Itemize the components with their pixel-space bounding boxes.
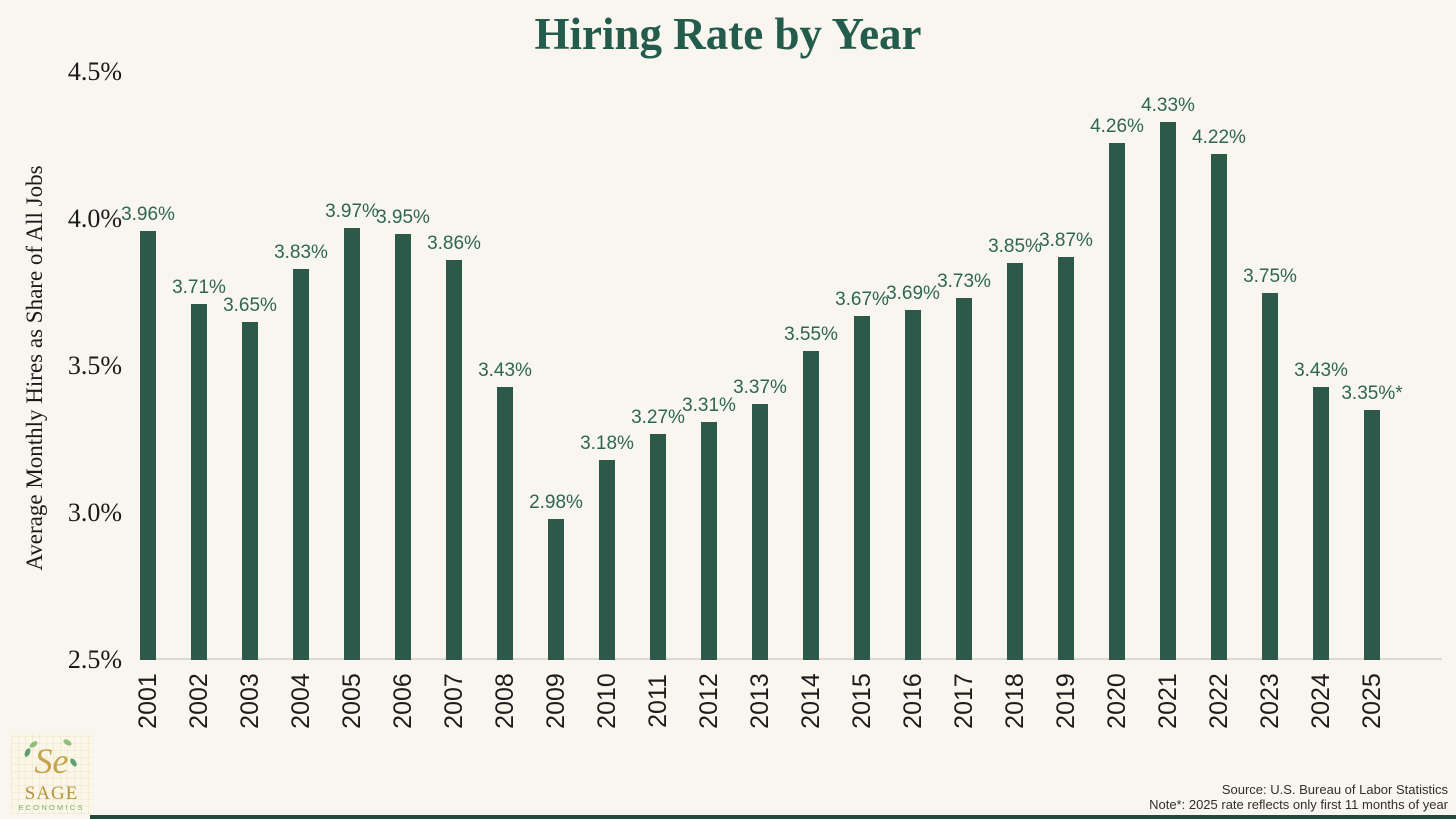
- x-tick-label: 2021: [1154, 673, 1182, 729]
- bar-value-label: 3.31%: [682, 394, 736, 416]
- bar: [1109, 142, 1125, 660]
- bar-value-label: 3.86%: [427, 233, 481, 255]
- x-axis-line: [140, 658, 1442, 660]
- bar-value-label: 3.73%: [937, 271, 991, 293]
- x-tick-label: 2009: [542, 673, 570, 729]
- bar: [395, 233, 411, 660]
- y-tick-label: 4.5%: [67, 57, 122, 86]
- bar-value-label: 3.97%: [325, 200, 379, 222]
- bar: [344, 227, 360, 660]
- bar-value-label: 3.67%: [835, 289, 889, 311]
- bar: [1007, 263, 1023, 660]
- x-tick-label: 2017: [950, 673, 978, 729]
- bar-value-label: 3.71%: [172, 277, 226, 299]
- x-tick-label: 2024: [1307, 673, 1335, 729]
- x-tick-label: 2005: [338, 673, 366, 729]
- footer-notes: Source: U.S. Bureau of Labor Statistics …: [1149, 782, 1448, 812]
- bar-value-label: 3.27%: [631, 406, 685, 428]
- bar-value-label: 3.43%: [1294, 359, 1348, 381]
- bar-value-label: 3.35%*: [1341, 383, 1403, 405]
- bar: [1160, 121, 1176, 660]
- bar-value-label: 2.98%: [529, 491, 583, 513]
- x-tick-label: 2023: [1256, 673, 1284, 729]
- y-tick-label: 3.0%: [67, 498, 122, 527]
- logo-subtitle: ECONOMICS: [18, 803, 85, 812]
- x-tick-label: 2006: [389, 673, 417, 729]
- bar-value-label: 3.95%: [376, 206, 430, 228]
- bar-value-label: 3.55%: [784, 324, 838, 346]
- bar-value-label: 3.18%: [580, 433, 634, 455]
- x-tick-label: 2018: [1001, 673, 1029, 729]
- bar-value-label: 4.26%: [1090, 115, 1144, 137]
- bar: [140, 230, 156, 660]
- bar: [1364, 410, 1380, 660]
- bar: [1058, 257, 1074, 660]
- bar: [191, 304, 207, 660]
- bar-value-label: 3.37%: [733, 377, 787, 399]
- y-tick-label: 4.0%: [67, 204, 122, 233]
- x-tick-label: 2014: [797, 673, 825, 729]
- bottom-accent-strip: [90, 815, 1456, 819]
- bar-value-label: 4.33%: [1141, 94, 1195, 116]
- logo-monogram: Se: [34, 741, 69, 781]
- x-tick-label: 2019: [1052, 673, 1080, 729]
- x-tick-label: 2007: [440, 673, 468, 729]
- sage-economics-logo: Se SAGE ECONOMICS: [11, 734, 92, 814]
- x-tick-label: 2022: [1205, 673, 1233, 729]
- bar: [599, 460, 615, 660]
- bar: [854, 316, 870, 660]
- bar: [497, 386, 513, 660]
- bar: [293, 268, 309, 660]
- bar-value-label: 3.85%: [988, 236, 1042, 258]
- bar-value-label: 3.83%: [274, 241, 328, 263]
- asterisk-note: Note*: 2025 rate reflects only first 11 …: [1149, 796, 1448, 812]
- bar-value-label: 3.75%: [1243, 265, 1297, 287]
- x-tick-label: 2002: [185, 673, 213, 729]
- bar: [446, 260, 462, 660]
- x-tick-label: 2004: [287, 673, 315, 729]
- bar: [701, 421, 717, 660]
- x-tick-label: 2015: [848, 673, 876, 729]
- x-tick-label: 2001: [134, 673, 162, 729]
- bar: [1262, 292, 1278, 660]
- x-tick-label: 2012: [695, 673, 723, 729]
- bar: [956, 298, 972, 660]
- x-tick-label: 2011: [644, 674, 672, 728]
- x-tick-label: 2016: [899, 673, 927, 729]
- bar: [650, 433, 666, 660]
- bar: [242, 321, 258, 660]
- logo-name: SAGE: [24, 783, 79, 804]
- x-tick-label: 2008: [491, 673, 519, 729]
- source-note: Source: U.S. Bureau of Labor Statistics: [1221, 782, 1448, 797]
- bar: [803, 351, 819, 660]
- x-tick-label: 2025: [1358, 673, 1386, 729]
- bar-value-label: 3.87%: [1039, 230, 1093, 252]
- bar-value-label: 3.65%: [223, 294, 277, 316]
- bar-value-label: 3.43%: [478, 359, 532, 381]
- bar: [548, 518, 564, 660]
- y-tick-label: 3.5%: [67, 351, 122, 380]
- bar: [905, 310, 921, 660]
- x-tick-label: 2003: [236, 673, 264, 729]
- x-tick-label: 2010: [593, 673, 621, 729]
- chart-title: Hiring Rate by Year: [534, 9, 922, 59]
- bar: [1313, 386, 1329, 660]
- bar-value-label: 3.96%: [121, 203, 175, 225]
- x-tick-label: 2020: [1103, 673, 1131, 729]
- bar: [1211, 154, 1227, 660]
- bar-value-label: 3.69%: [886, 283, 940, 305]
- x-tick-label: 2013: [746, 673, 774, 729]
- bar-value-label: 4.22%: [1192, 127, 1246, 149]
- bar: [752, 404, 768, 660]
- y-tick-label: 2.5%: [67, 645, 122, 674]
